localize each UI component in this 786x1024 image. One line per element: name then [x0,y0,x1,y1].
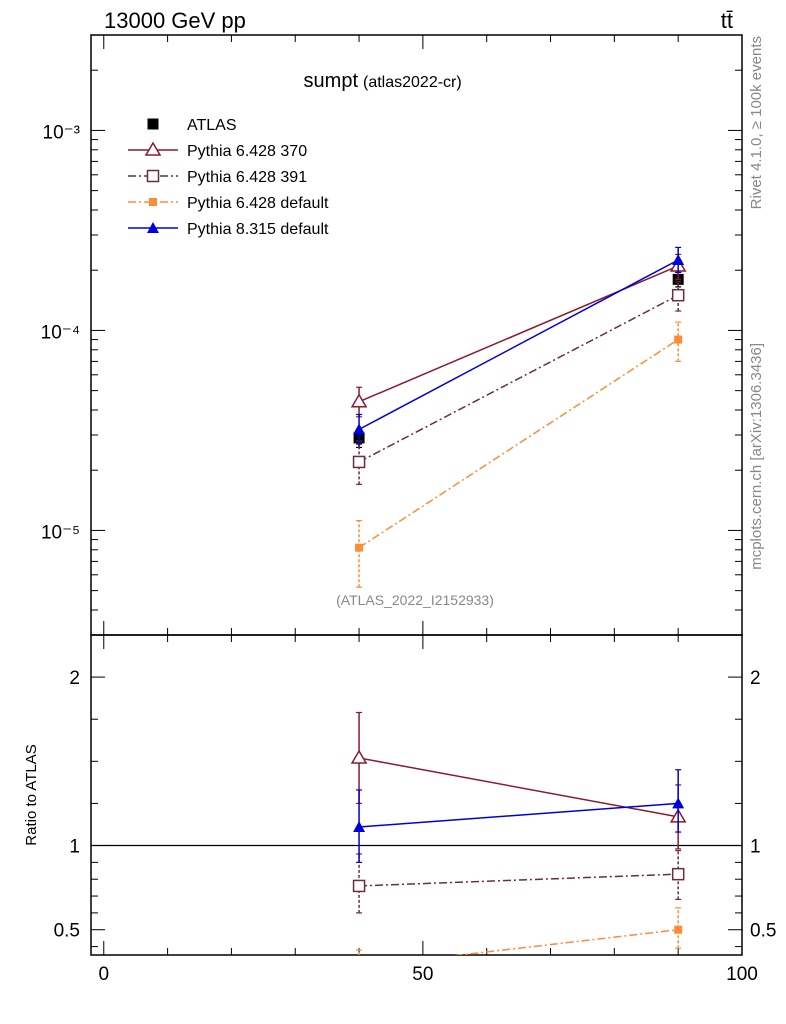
marker-square-open [352,455,366,469]
legend-label: Pythia 6.428 default [187,195,329,212]
series-line [358,294,679,463]
marker-triangle-open [350,393,368,408]
marker-square-open [671,288,685,302]
series-pythia-6-428-default [356,907,683,955]
marker-triangle [672,797,685,809]
rivet-label: Rivet 4.1.0, ≥ 100k events [748,36,765,209]
series-clipped [350,711,687,955]
series-pythia-6-428-391 [352,281,685,485]
legend-label: Pythia 6.428 370 [187,143,307,160]
legend-entry: Pythia 6.428 default [128,195,329,212]
marker-square [149,198,157,206]
series-pythia-6-428-370 [350,253,687,418]
ratio-ytick-label-left: 2 [69,668,80,689]
main-ytick-label: 10⁻⁴ [41,322,80,343]
series-pythia-6-428-391 [352,849,685,914]
marker-square [355,543,364,552]
ratio-ytick-label-left: 1 [69,837,80,858]
main-ytick-label: 10⁻³ [43,122,81,143]
marker-triangle [672,253,685,265]
marker-triangle-open [144,141,162,156]
series-line [358,265,679,403]
analysis-annotation: (ATLAS_2022_I2152933) [336,592,494,608]
series-line [359,802,679,828]
marker-triangle [353,821,366,832]
series-line [358,259,679,431]
marker-triangle [353,423,366,435]
series-line [454,928,679,955]
ratio-xtick-label: 100 [726,964,758,985]
legend: ATLAS Pythia 6.428 370 Pythia 6.428 391 Pyt… [128,117,329,238]
series-line [358,757,679,818]
ratio-ytick-label-right: 2 [750,668,761,689]
marker-square-open [671,867,685,881]
legend-entry: Pythia 6.428 370 [128,141,307,160]
marker-square [674,925,683,934]
legend-label: Pythia 8.315 default [187,221,329,238]
ratio-xtick-label: 50 [412,964,433,985]
main-panel: 10⁻⁵ 10⁻⁴ 10⁻³ sumpt (atlas2022-cr) (ATLAS… [41,34,743,636]
energy-label: 13000 GeV pp [104,8,246,33]
marker-square-open [352,879,366,893]
ratio-frame [90,634,743,956]
series-clipped [350,246,687,588]
ratio-ytick-label-right: 0.5 [750,921,776,942]
legend-label: Pythia 6.428 391 [187,169,307,186]
marker-square-open [146,169,160,183]
series-line [358,338,679,549]
ratio-ticks: 0.5 0.5 1 1 2 2 0 50 100 [54,635,776,985]
plot-subtitle: (atlas2022-cr) [363,74,462,91]
marker-triangle-open [350,749,368,764]
series-line [359,873,679,887]
ratio-panel: 0.5 0.5 1 1 2 2 0 50 100 Ratio to ATLAS [23,634,776,985]
main-series [350,246,687,588]
plot-title: sumpt [304,70,359,92]
source-label: mcplots.cern.ch [arXiv:1306.3436] [748,343,765,570]
ratio-ytick-label-right: 1 [750,837,761,858]
legend-entry: Pythia 6.428 391 [128,169,307,186]
legend-entry: Pythia 8.315 default [128,221,329,238]
series-pythia-6-428-default [355,321,683,588]
marker-square [147,118,159,130]
ratio-series [350,711,687,955]
marker-triangle [147,222,159,233]
main-ytick-label: 10⁻⁵ [41,522,80,543]
legend-label: ATLAS [187,117,237,134]
legend-entry: ATLAS [147,117,237,134]
series-pythia-8-315-default [353,246,685,445]
marker-square [674,335,683,344]
ratio-xtick-label: 0 [98,964,109,985]
main-ticks: 10⁻⁵ 10⁻⁴ 10⁻³ [41,34,743,636]
series-atlas [353,271,684,449]
process-label: tt̄ [721,8,733,33]
series-pythia-8-315-default [353,769,685,863]
ratio-ylabel: Ratio to ATLAS [23,744,40,845]
series-pythia-6-428-370 [350,711,687,850]
ratio-ytick-label-left: 0.5 [54,921,80,942]
